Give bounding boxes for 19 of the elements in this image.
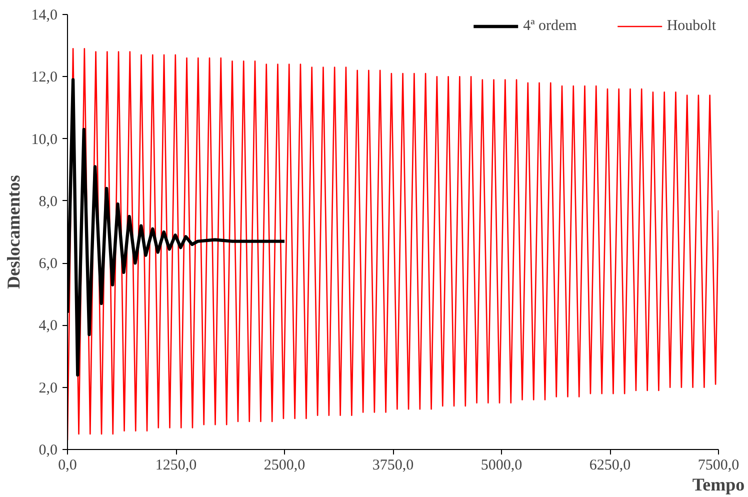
x-tick-label: 2500,0: [264, 458, 306, 474]
y-tick-label: 8,0: [38, 194, 58, 210]
y-axis-title: Deslocamentos: [3, 175, 24, 289]
y-tick-label: 4,0: [38, 318, 58, 334]
x-tick-label: 0,0: [58, 458, 77, 474]
x-tick-label: 3750,0: [372, 458, 414, 474]
x-axis-title: Tempo: [692, 474, 745, 494]
x-tick-label: 1250,0: [155, 458, 197, 474]
legend-label: 4ª ordem: [523, 18, 577, 34]
x-tick-label: 5000,0: [480, 458, 522, 474]
y-tick-label: 0,0: [38, 442, 58, 458]
x-tick-label: 6250,0: [589, 458, 631, 474]
x-tick-label: 7500,0: [698, 458, 740, 474]
y-tick-label: 10,0: [31, 132, 58, 148]
y-tick-label: 14,0: [31, 8, 58, 24]
y-tick-label: 2,0: [38, 380, 58, 396]
y-tick-label: 12,0: [31, 70, 58, 86]
legend-label: Houbolt: [666, 18, 716, 34]
y-tick-label: 6,0: [38, 256, 58, 272]
